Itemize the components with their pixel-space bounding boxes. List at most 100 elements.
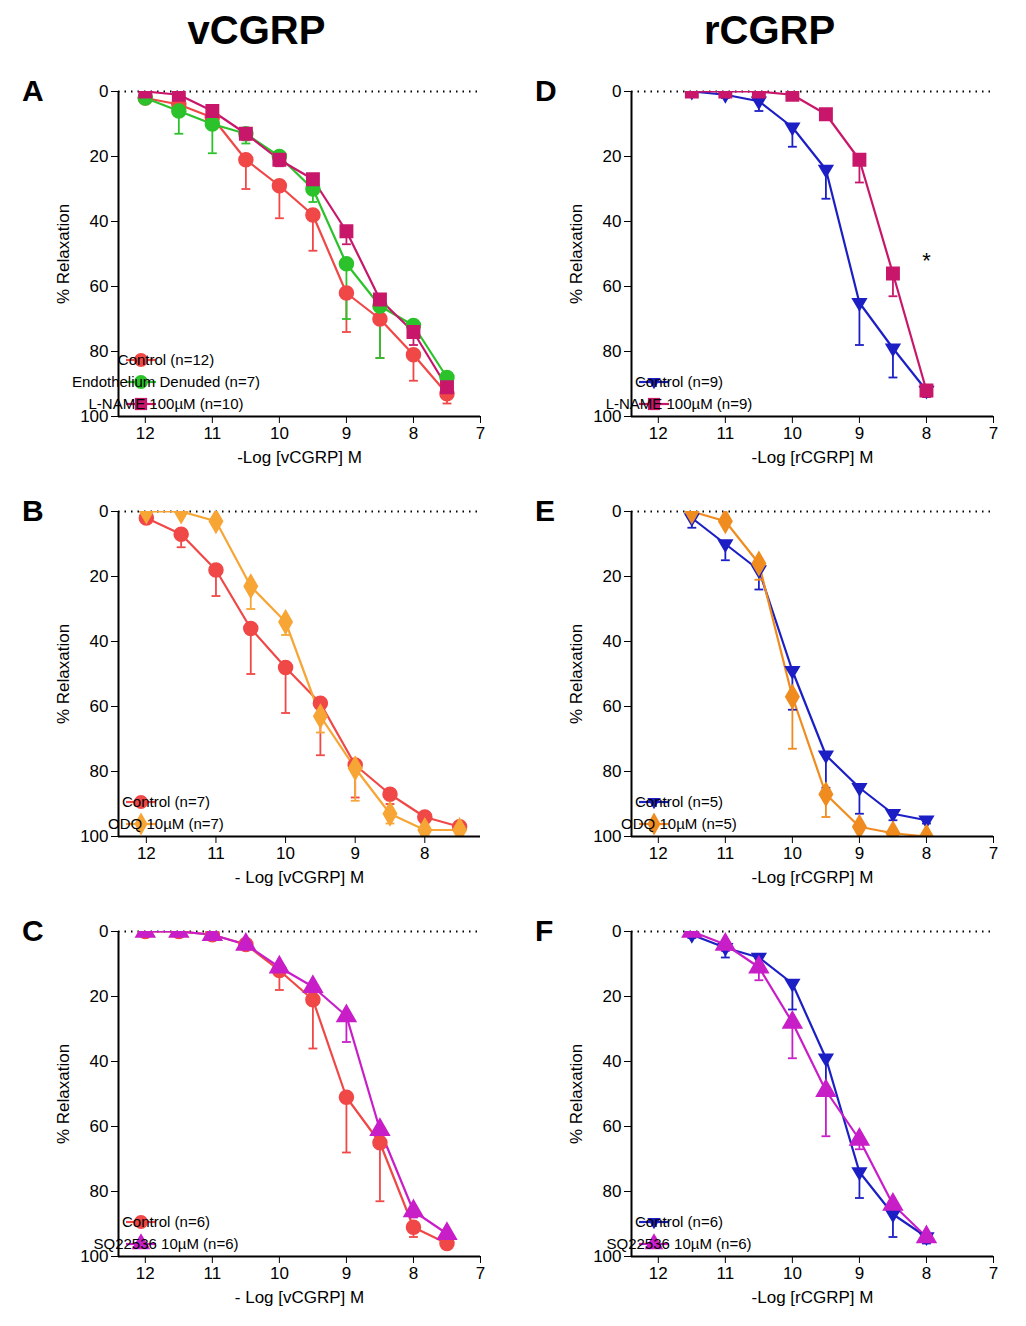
svg-text:- Log [vCGRP] M: - Log [vCGRP] M [235,868,364,887]
svg-text:% Relaxation: % Relaxation [54,204,73,304]
svg-text:100: 100 [80,406,109,426]
svg-text:40: 40 [90,212,109,231]
svg-text:0: 0 [612,922,621,941]
svg-text:20: 20 [90,987,109,1006]
html-text:C: C [22,914,44,947]
svg-text:ODQ 10µM (n=7): ODQ 10µM (n=7) [108,815,224,832]
svg-text:-Log [rCGRP] M: -Log [rCGRP] M [752,1288,874,1307]
svg-text:11: 11 [207,844,225,863]
svg-text:10: 10 [783,1264,802,1283]
svg-text:SQ22536 10µM (n=6): SQ22536 10µM (n=6) [94,1235,239,1252]
svg-text:9: 9 [855,1264,864,1283]
svg-text:-Log [vCGRP] M: -Log [vCGRP] M [237,448,362,467]
svg-text:11: 11 [204,1264,222,1283]
svg-text:20: 20 [603,147,622,166]
svg-text:8: 8 [922,1264,931,1283]
svg-text:9: 9 [342,424,351,443]
svg-text:9: 9 [855,844,864,863]
svg-text:% Relaxation: % Relaxation [54,624,73,724]
html-text:vCGRP: vCGRP [187,8,326,52]
svg-text:9: 9 [350,844,359,863]
html-text:rCGRP: rCGRP [703,8,836,52]
svg-text:11: 11 [204,424,222,443]
svg-text:Control (n=9): Control (n=9) [635,373,723,390]
svg-text:60: 60 [603,697,622,716]
svg-text:% Relaxation: % Relaxation [54,1044,73,1144]
svg-text:- Log [vCGRP] M: - Log [vCGRP] M [235,1288,364,1307]
svg-text:11: 11 [717,424,735,443]
svg-text:8: 8 [922,844,931,863]
svg-text:0: 0 [99,922,108,941]
svg-text:10: 10 [270,1264,289,1283]
svg-text:SQ22536 10µM (n=6): SQ22536 10µM (n=6) [607,1235,752,1252]
svg-text:Control (n=5): Control (n=5) [635,793,723,810]
svg-text:12: 12 [136,1264,155,1283]
svg-text:0: 0 [99,82,108,101]
svg-text:60: 60 [603,277,622,296]
svg-text:L-NAME 100µM (n=9): L-NAME 100µM (n=9) [606,395,753,412]
svg-text:20: 20 [603,567,622,586]
svg-text:7: 7 [989,1264,998,1283]
svg-text:80: 80 [603,342,622,361]
svg-text:80: 80 [603,762,622,781]
svg-text:60: 60 [90,1117,109,1136]
html-text:B: B [22,494,44,527]
svg-text:40: 40 [90,1052,109,1071]
svg-text:100: 100 [593,827,621,846]
svg-text:9: 9 [342,1264,351,1283]
svg-text:7: 7 [989,424,998,443]
svg-text:10: 10 [783,844,802,863]
svg-text:-Log [rCGRP] M: -Log [rCGRP] M [752,868,874,887]
svg-text:80: 80 [90,342,109,361]
svg-text:80: 80 [603,1182,622,1201]
svg-text:Control (n=7): Control (n=7) [122,793,210,810]
svg-text:7: 7 [989,844,998,863]
svg-text:8: 8 [922,424,931,443]
svg-text:20: 20 [90,567,109,586]
svg-text:12: 12 [137,844,156,863]
svg-text:20: 20 [90,147,109,166]
html-text:D: D [535,74,557,107]
svg-text:7: 7 [476,1264,485,1283]
svg-text:12: 12 [136,424,155,443]
svg-text:11: 11 [717,844,735,863]
html-text:A: A [22,74,44,107]
svg-text:80: 80 [90,1182,109,1201]
svg-text:8: 8 [420,844,429,863]
svg-text:11: 11 [717,1264,735,1283]
svg-text:% Relaxation: % Relaxation [567,1044,586,1144]
svg-text:-Log [rCGRP] M: -Log [rCGRP] M [752,448,874,467]
svg-text:0: 0 [612,82,621,101]
svg-text:40: 40 [90,632,109,651]
svg-text:7: 7 [476,424,485,443]
svg-text:80: 80 [90,762,109,781]
svg-text:12: 12 [649,1264,668,1283]
svg-text:10: 10 [270,424,289,443]
svg-text:8: 8 [409,1264,418,1283]
svg-text:10: 10 [276,844,295,863]
svg-text:Control (n=6): Control (n=6) [635,1213,723,1230]
svg-text:60: 60 [90,277,109,296]
svg-text:ODQ 10µM (n=5): ODQ 10µM (n=5) [621,815,737,832]
svg-text:9: 9 [855,424,864,443]
svg-text:100: 100 [80,827,108,846]
svg-text:20: 20 [603,987,622,1006]
svg-text:12: 12 [649,424,668,443]
svg-text:40: 40 [603,1052,622,1071]
svg-text:0: 0 [612,502,621,521]
svg-text:Endothelium Denuded (n=7): Endothelium Denuded (n=7) [72,373,260,390]
svg-text:L-NAME 100µM (n=10): L-NAME 100µM (n=10) [89,395,244,412]
svg-text:% Relaxation: % Relaxation [567,204,586,304]
svg-text:0: 0 [99,502,108,521]
svg-text:*: * [922,248,931,273]
svg-text:10: 10 [783,424,802,443]
svg-text:8: 8 [409,424,418,443]
svg-text:60: 60 [603,1117,622,1136]
svg-text:Control (n=12): Control (n=12) [118,351,214,368]
svg-text:40: 40 [603,212,622,231]
svg-text:Control (n=6): Control (n=6) [122,1213,210,1230]
svg-text:% Relaxation: % Relaxation [567,624,586,724]
svg-text:40: 40 [603,632,622,651]
svg-text:60: 60 [90,697,109,716]
svg-text:12: 12 [649,844,668,863]
